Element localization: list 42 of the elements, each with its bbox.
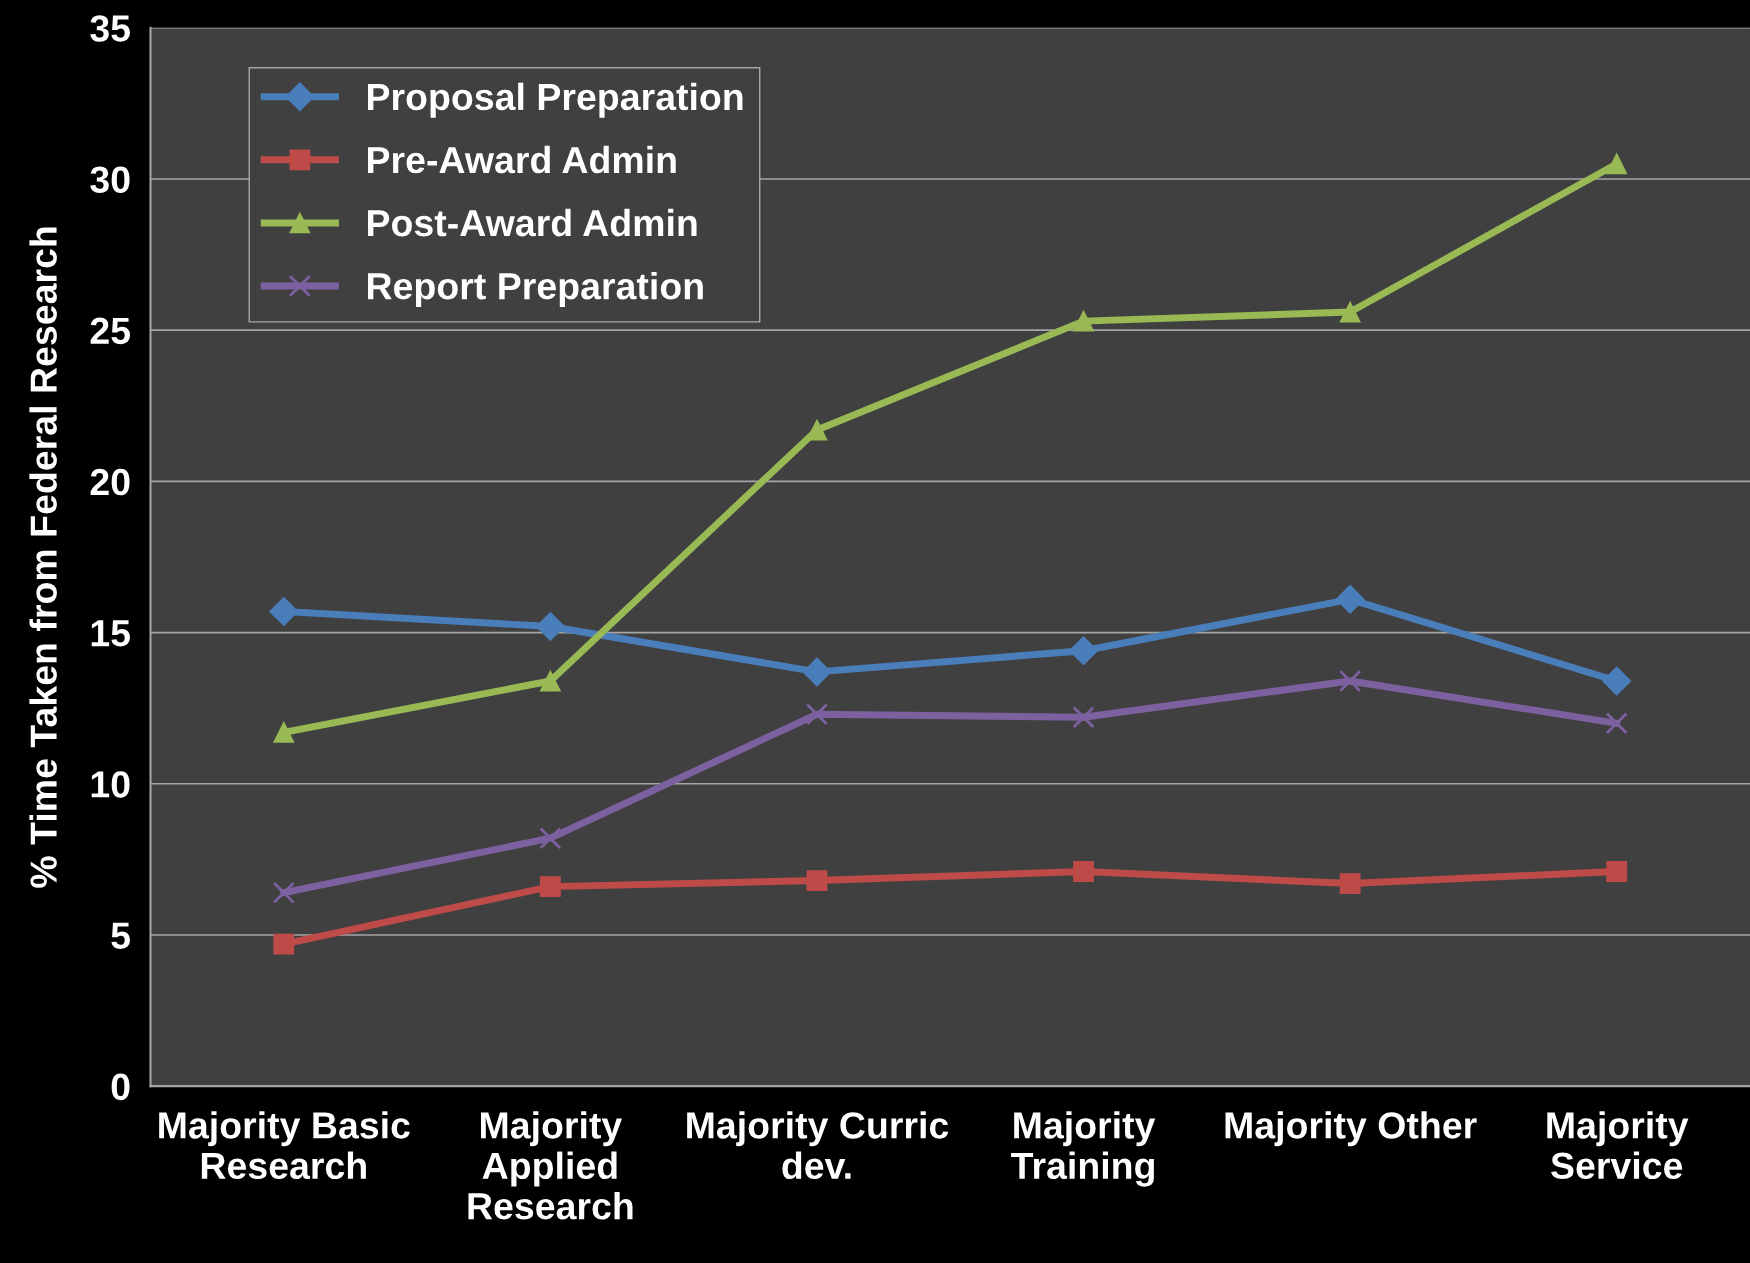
point <box>273 721 295 743</box>
y-tick-label: 10 <box>91 771 130 798</box>
point <box>1602 666 1632 696</box>
y-tick-label: 35 <box>90 15 131 42</box>
point <box>1069 636 1098 666</box>
legend-label: Pre-Award Admin <box>367 145 676 174</box>
point <box>269 596 299 626</box>
x-tick-label: Majority Basic Research <box>159 1111 410 1180</box>
point <box>535 612 565 641</box>
point <box>539 827 562 850</box>
y-axis-title: % Time Taken from Federal Research <box>29 227 57 888</box>
y-tick-label: 15 <box>91 620 131 647</box>
legend-label: Proposal Preparation <box>367 82 743 118</box>
x-tick-label: Majority Applied Research <box>468 1111 633 1220</box>
point <box>806 870 828 891</box>
point <box>802 657 832 687</box>
x-tick-label: Majority Other <box>1225 1111 1477 1147</box>
point <box>1339 669 1362 693</box>
point <box>539 876 561 898</box>
point <box>1072 706 1095 729</box>
y-tick-label: 25 <box>90 317 131 345</box>
point <box>1073 310 1094 332</box>
point <box>1335 584 1365 614</box>
x-tick-label: Majority Service <box>1547 1111 1689 1180</box>
point <box>1339 873 1361 894</box>
y-tick-label: 0 <box>111 1073 130 1101</box>
legend-label: Report Preparation <box>367 271 703 307</box>
y-tick-label: 5 <box>111 922 131 949</box>
point <box>272 881 295 904</box>
x-tick-label: Majority Training <box>1011 1111 1156 1187</box>
y-tick-label: 20 <box>90 468 130 496</box>
point <box>273 933 295 955</box>
y-tick-label: 30 <box>90 166 130 193</box>
legend-label: Post-Award Admin <box>367 208 697 237</box>
point <box>1606 861 1628 882</box>
point <box>1073 861 1094 882</box>
point <box>539 670 561 692</box>
point <box>1605 712 1628 735</box>
x-tick-label: Majority Curric dev. <box>687 1111 949 1180</box>
point <box>1339 301 1361 323</box>
point <box>805 703 829 726</box>
point <box>1606 153 1628 175</box>
